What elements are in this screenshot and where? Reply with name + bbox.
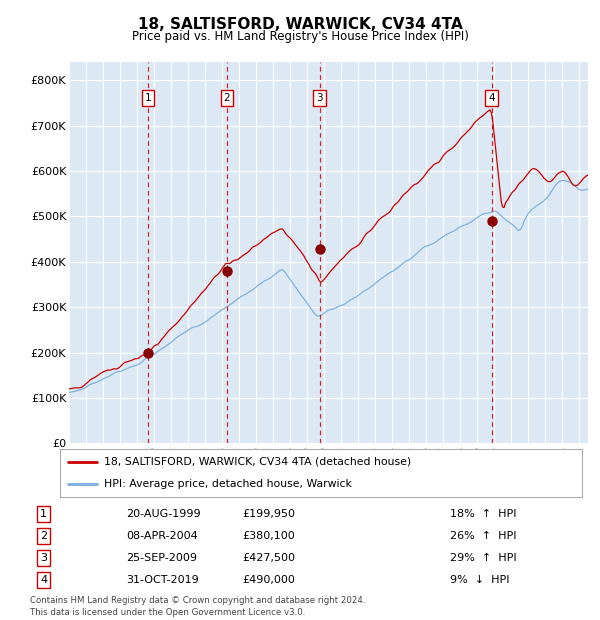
Text: £380,100: £380,100 <box>242 531 295 541</box>
Text: This data is licensed under the Open Government Licence v3.0.: This data is licensed under the Open Gov… <box>30 608 305 617</box>
Text: £427,500: £427,500 <box>242 552 295 563</box>
Text: 9%  ↓  HPI: 9% ↓ HPI <box>449 575 509 585</box>
Text: 25-SEP-2009: 25-SEP-2009 <box>127 552 197 563</box>
Text: 4: 4 <box>40 575 47 585</box>
Text: 20-AUG-1999: 20-AUG-1999 <box>127 508 201 519</box>
Text: 18%  ↑  HPI: 18% ↑ HPI <box>449 508 516 519</box>
Text: 4: 4 <box>488 93 495 103</box>
Text: Price paid vs. HM Land Registry's House Price Index (HPI): Price paid vs. HM Land Registry's House … <box>131 30 469 43</box>
Text: 18, SALTISFORD, WARWICK, CV34 4TA: 18, SALTISFORD, WARWICK, CV34 4TA <box>137 17 463 32</box>
Text: 26%  ↑  HPI: 26% ↑ HPI <box>449 531 516 541</box>
Text: 1: 1 <box>145 93 151 103</box>
Text: Contains HM Land Registry data © Crown copyright and database right 2024.: Contains HM Land Registry data © Crown c… <box>30 596 365 606</box>
Text: 29%  ↑  HPI: 29% ↑ HPI <box>449 552 516 563</box>
Text: 3: 3 <box>40 552 47 563</box>
Text: 2: 2 <box>223 93 230 103</box>
Text: 1: 1 <box>40 508 47 519</box>
Text: 3: 3 <box>316 93 323 103</box>
Text: 2: 2 <box>40 531 47 541</box>
Text: HPI: Average price, detached house, Warwick: HPI: Average price, detached house, Warw… <box>104 479 352 489</box>
Text: 08-APR-2004: 08-APR-2004 <box>127 531 199 541</box>
Text: £490,000: £490,000 <box>242 575 295 585</box>
Text: 31-OCT-2019: 31-OCT-2019 <box>127 575 199 585</box>
Text: 18, SALTISFORD, WARWICK, CV34 4TA (detached house): 18, SALTISFORD, WARWICK, CV34 4TA (detac… <box>104 457 412 467</box>
Text: £199,950: £199,950 <box>242 508 295 519</box>
